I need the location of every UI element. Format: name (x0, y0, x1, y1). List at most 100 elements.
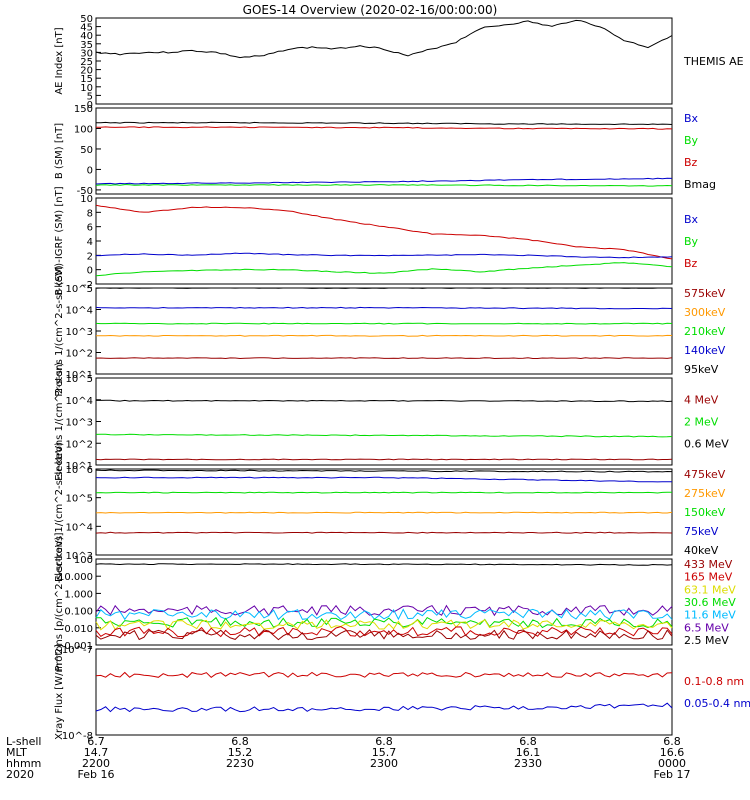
y-tick-label: 10 (80, 194, 93, 205)
y-tick-label: 45 (80, 23, 93, 34)
legend-label: Bz (684, 257, 698, 270)
y-tick-label: 8 (87, 208, 93, 219)
y-axis-label: B (SM) [nT] (54, 123, 65, 179)
x-tick-label: 6.8 (663, 735, 681, 748)
y-tick-label: 10^3 (66, 418, 93, 429)
y-tick-label: 10.000 (58, 572, 93, 583)
y-tick-label: 10^1 (66, 370, 93, 381)
legend-label: Bmag (684, 178, 716, 191)
legend-label: 300keV (684, 306, 726, 319)
series-line-275kev (95, 511, 673, 514)
x-row-label: 2020 (6, 768, 34, 781)
legend-label: Bx (684, 213, 699, 226)
y-tick-label: 10^-7 (62, 645, 93, 656)
x-row-label: MLT (6, 746, 27, 759)
x-tick-label: 6.8 (519, 735, 537, 748)
y-tick-label: 0 (87, 100, 93, 111)
y-tick-label: 0.010 (64, 624, 93, 635)
y-tick-label: 25 (80, 57, 93, 68)
x-tick-label: 14.7 (84, 746, 109, 759)
y-tick-label: 4 (87, 237, 93, 248)
legend-label: 75keV (684, 525, 719, 538)
chart-title: GOES-14 Overview (2020-02-16/00:00:00) (243, 3, 498, 17)
series-line-575kev (95, 357, 673, 360)
series-line-by (95, 262, 673, 277)
y-axis-label: B (SM)-IGRF (SM) [nT] (54, 186, 65, 295)
y-axis-label: Protons 1/(cm^2-s-sr-keV) (54, 265, 65, 396)
y-tick-label: 10^3 (66, 551, 93, 562)
x-tick-label: 16.1 (516, 746, 541, 759)
x-row-label: hhmm (6, 757, 41, 770)
y-tick-label: 100 (74, 555, 93, 566)
legend-label: 0.05-0.4 nm (684, 697, 750, 710)
legend-label: 210keV (684, 325, 726, 338)
x-tick-label: 15.7 (372, 746, 397, 759)
series-line-475kev (95, 531, 673, 534)
y-tick-label: 10^2 (66, 439, 93, 450)
y-tick-label: 0.100 (64, 607, 93, 618)
legend-label: Bz (684, 156, 698, 169)
legend-label: 165 MeV (684, 571, 733, 584)
legend-label: 2 MeV (684, 416, 719, 429)
series-line-75kev (95, 476, 673, 483)
y-tick-label: -50 (77, 186, 93, 197)
series-line-bx (95, 177, 673, 185)
y-tick-label: 10^5 (66, 284, 93, 295)
panel-frame (95, 17, 673, 105)
x-tick-label: 6.7 (87, 735, 105, 748)
y-tick-label: 100 (74, 124, 93, 135)
y-axis-label: Electrons 1/(cm^2-s-sr-keV) (54, 442, 65, 582)
y-tick-label: 10^-8 (62, 731, 93, 742)
y-tick-label: 10 (80, 83, 93, 94)
x-tick-label: 2330 (514, 757, 542, 770)
y-tick-label: 30 (80, 48, 93, 59)
series-line-0-1-0-8-nm (95, 671, 673, 678)
legend-label: 150keV (684, 506, 726, 519)
y-tick-label: 40 (80, 31, 93, 42)
y-axis-label: Protons [p/(cm^2-s-sr-keV)] (54, 532, 65, 671)
series-line-300kev (96, 334, 673, 337)
y-tick-label: 2 (87, 251, 93, 262)
series-line-themis-ae (95, 19, 673, 59)
panel-2: 150 100 50 0 -50 B (SM) [nT] Bx By Bz Bmag (54, 104, 716, 197)
panel-frame (95, 468, 673, 556)
legend-label: Bx (684, 112, 699, 125)
y-tick-label: 20 (80, 66, 93, 77)
series-line-2-5-mev (95, 563, 673, 566)
x-tick-label: 6.8 (375, 735, 393, 748)
x-tick-label: 2300 (370, 757, 398, 770)
y-tick-label: 10^4 (66, 396, 93, 407)
legend-label: 475keV (684, 468, 726, 481)
y-tick-label: 1.000 (64, 589, 93, 600)
legend-label: 2.5 MeV (684, 634, 729, 647)
x-tick-label: Feb 17 (654, 768, 691, 781)
panel-frame (95, 107, 673, 195)
legend-label: By (684, 235, 699, 248)
panel-frame (95, 377, 673, 466)
y-tick-label: 50 (80, 145, 93, 156)
y-tick-label: 10^4 (66, 522, 93, 533)
legend-label: 4 MeV (684, 394, 719, 407)
series-line-150kev (95, 491, 673, 494)
series-line-4-mev (95, 458, 673, 461)
series-line-40kev (95, 469, 673, 473)
series-line-11-6-mev (95, 608, 673, 621)
y-tick-label: 10^5 (66, 494, 93, 505)
series-line-140kev (95, 306, 673, 310)
y-axis-label: AE Index [nT] (54, 27, 65, 94)
x-tick-label: 2200 (82, 757, 110, 770)
x-tick-label: 16.6 (660, 746, 685, 759)
legend-label: 6.5 MeV (684, 621, 729, 634)
y-tick-label: 15 (80, 74, 93, 85)
x-tick-label: 6.8 (231, 735, 249, 748)
y-tick-label: 0.001 (64, 641, 93, 652)
